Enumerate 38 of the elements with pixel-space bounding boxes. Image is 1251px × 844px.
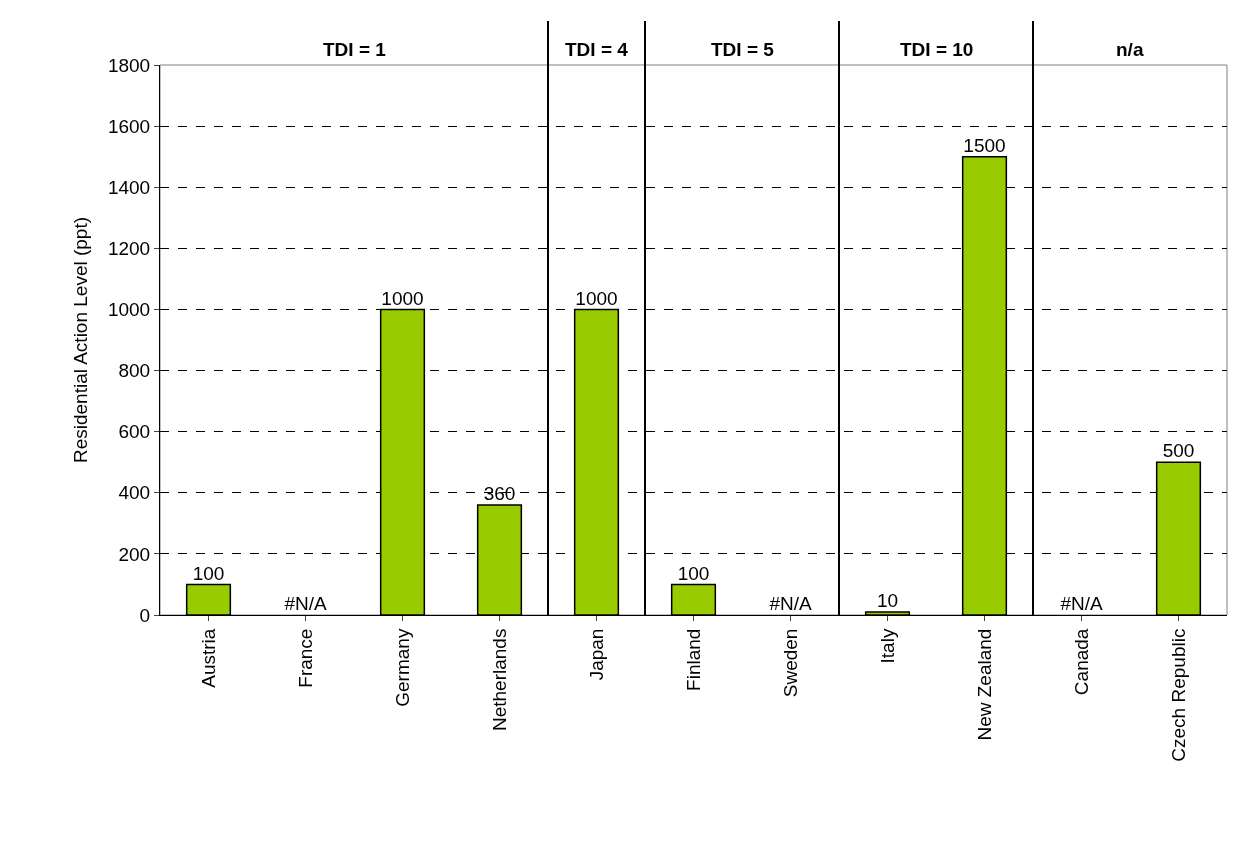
y-tick-label: 1800 [107, 54, 151, 76]
text: TDI = 1 [323, 39, 387, 60]
y-tick-label: 1600 [107, 115, 151, 137]
x-tick-label: Italy [876, 628, 898, 664]
x-tick-label: France [294, 628, 316, 688]
x-tick-label: Austria [197, 628, 219, 688]
y-tick-label: 600 [118, 421, 151, 443]
data-label: 1000 [381, 287, 424, 309]
x-tick-label: Netherlands [488, 628, 510, 732]
x-tick-label: Czech Republic [1167, 628, 1189, 762]
data-label: 1500 [963, 134, 1006, 156]
data-label: 360 [483, 483, 516, 505]
text: TDI = 10 [900, 39, 974, 60]
y-tick-label: 200 [118, 543, 151, 565]
text: #N/A [769, 593, 812, 615]
text: TDI = 4 [565, 39, 629, 60]
text: #N/A [1060, 593, 1103, 615]
x-tick-label: Canada [1070, 628, 1092, 696]
y-tick-label: 800 [118, 360, 151, 382]
text: n/a [1116, 39, 1144, 60]
data-label: 1000 [575, 287, 618, 309]
x-tick-label: Germany [391, 628, 413, 707]
y-tick-label: 400 [118, 482, 151, 504]
data-label: 500 [1162, 440, 1195, 462]
y-tick-label: 1400 [107, 176, 151, 198]
y-tick-label: 1200 [107, 237, 151, 259]
x-tick-label: Finland [682, 628, 704, 691]
x-tick-label: New Zealand [973, 628, 995, 741]
x-tick-label: Sweden [779, 628, 801, 698]
y-tick-label: 0 [139, 604, 151, 626]
data-label: 100 [192, 562, 225, 584]
data-label: 10 [876, 590, 899, 612]
data-label: 100 [677, 562, 710, 584]
y-axis-title: Residential Action Level (ppt) [69, 216, 91, 464]
text: TDI = 5 [711, 39, 775, 60]
y-tick-label: 1000 [107, 299, 151, 321]
text: #N/A [284, 593, 327, 615]
x-tick-label: Japan [585, 628, 607, 681]
